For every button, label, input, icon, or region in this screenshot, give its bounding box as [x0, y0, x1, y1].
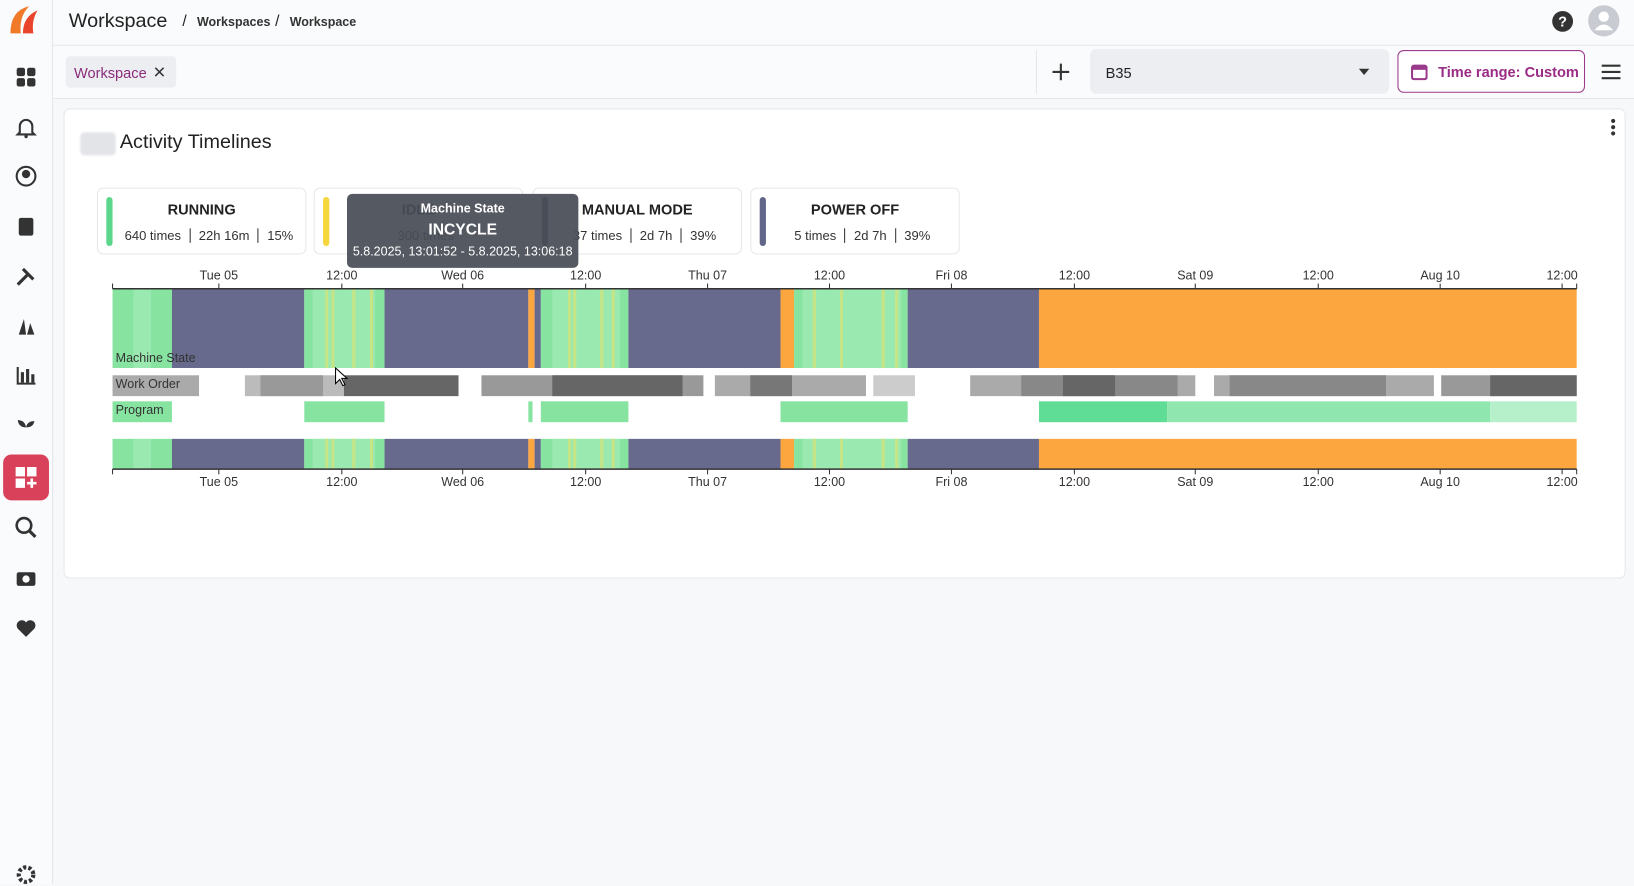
cursor [335, 366, 349, 387]
state-stat: 22h 16m [189, 228, 258, 243]
dropdown-arrow [1358, 68, 1370, 76]
top-bar: Workspace / Workspaces / Workspace ? [53, 0, 1634, 46]
tab-label: Workspace [73, 64, 147, 82]
calendar-icon [1410, 64, 1428, 81]
machines-icon[interactable] [15, 165, 38, 188]
workspace-icon [15, 467, 37, 488]
state-stat: 39% [680, 228, 725, 243]
tooltip-range: 5.8.2025, 13:01:52 - 5.8.2025, 13:06:18 [352, 243, 573, 259]
breadcrumb: Workspace [289, 14, 357, 30]
state-stats: 640 times 22h 16m 15% [113, 228, 306, 243]
camera-icon[interactable] [15, 566, 38, 589]
state-label: RUNNING [167, 201, 236, 218]
state-stat: 5 times [794, 228, 837, 243]
state-stats: 5 times 2d 7h 39% [766, 228, 959, 243]
logo[interactable] [6, 2, 44, 40]
state-label: POWER OFF [810, 201, 900, 218]
workspace-tab[interactable]: Workspace [65, 56, 177, 88]
breadcrumb-separator: / [275, 12, 280, 31]
dashboard-icon[interactable] [15, 66, 38, 89]
tooltip: Machine State INCYCLE 5.8.2025, 13:01:52… [347, 193, 579, 268]
time-range-label: Time range: Custom [1438, 63, 1579, 81]
state-card: POWER OFF 5 times 2d 7h 39% [750, 187, 960, 255]
workspace-nav-active[interactable] [3, 454, 49, 501]
state-stat: 2d 7h [630, 228, 681, 243]
state-color [323, 197, 330, 247]
state-label: MANUAL MODE [581, 201, 693, 218]
breadcrumb-separator: / [182, 12, 187, 31]
widget-title: Activity Timelines [119, 131, 272, 154]
machine-select[interactable]: B35 [1090, 48, 1390, 94]
help-icon[interactable]: ? [1552, 10, 1574, 32]
state-stat: 15% [257, 228, 302, 243]
machine-value: B35 [1105, 64, 1132, 82]
breadcrumb[interactable]: Workspaces [196, 14, 271, 30]
state-stat: 37 times [572, 228, 623, 243]
settings-icon[interactable] [15, 863, 38, 886]
charts-icon[interactable] [15, 364, 38, 387]
state-stat: 39% [894, 228, 939, 243]
tasks-icon[interactable] [15, 215, 38, 238]
add-button[interactable] [1051, 63, 1070, 82]
widget-menu[interactable] [1610, 118, 1616, 137]
widget-card: Activity Timelines [63, 108, 1626, 579]
health-icon[interactable] [15, 617, 38, 640]
state-card: RUNNING 640 times 22h 16m 15% [96, 187, 307, 255]
widget-icon [80, 132, 116, 156]
avatar[interactable] [1587, 4, 1620, 37]
divider [1035, 50, 1037, 94]
tooltip-state: INCYCLE [428, 220, 497, 239]
menu-icon[interactable] [1601, 64, 1622, 81]
tooltip-title: Machine State [420, 201, 505, 216]
alerts-icon[interactable] [15, 116, 38, 139]
state-stat: 640 times [124, 228, 182, 243]
tab-close[interactable] [154, 67, 165, 77]
flow-icon[interactable] [15, 315, 38, 338]
state-stat: 2d 7h [844, 228, 895, 243]
energy-icon[interactable] [15, 415, 38, 438]
svg-text:?: ? [1558, 14, 1567, 30]
sidebar [0, 0, 54, 886]
tools-icon[interactable] [15, 265, 38, 288]
toolbar: Workspace B35 Time range: Custom [53, 45, 1634, 100]
state-stats: 37 times 2d 7h 39% [548, 228, 741, 243]
page-title: Workspace [68, 10, 168, 33]
state-color [106, 197, 113, 247]
time-range-button[interactable]: Time range: Custom [1397, 50, 1586, 93]
analysis-icon[interactable] [15, 516, 38, 539]
state-color [759, 197, 766, 247]
